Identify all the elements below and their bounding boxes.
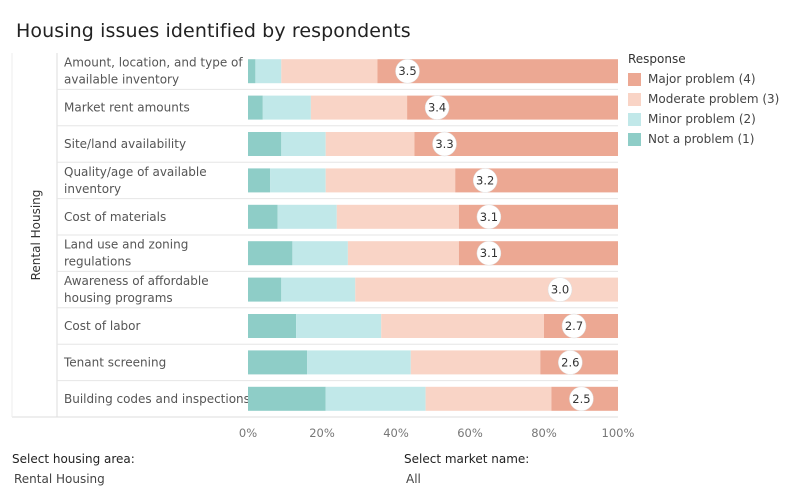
bar-segment (381, 314, 544, 338)
bar-segment (248, 204, 278, 229)
legend-swatch (628, 72, 641, 86)
housing-area-filter-label: Select housing area: (12, 452, 135, 466)
mean-label-circle (476, 240, 502, 266)
bar-segment (262, 95, 311, 120)
bar-segment (281, 59, 378, 84)
bar-segment (248, 314, 297, 338)
bar-segment (248, 59, 256, 84)
mean-label-circle (424, 95, 450, 120)
x-tick-label: 20% (309, 426, 335, 440)
x-tick-label: 80% (531, 426, 557, 440)
bar-segment (248, 386, 326, 411)
x-tick-label: 100% (602, 426, 635, 440)
mean-label-circle (558, 350, 583, 375)
mean-label-circle (432, 131, 457, 157)
bar-segment (355, 277, 618, 302)
stacked-bar-chart: Rental Housing 0% 20% 40% 60% 80% 100% Amount, … (11, 53, 635, 440)
y-axis-label: Rental Housing (29, 190, 43, 281)
bar-segment (281, 132, 326, 156)
bar-segment (325, 168, 456, 193)
legend-label: Moderate problem (3) (648, 92, 780, 106)
category-label: Cost of labor (64, 319, 141, 333)
legend-swatch (628, 92, 641, 106)
category-label: inventory (64, 182, 121, 196)
legend-label: Major problem (4) (648, 72, 756, 86)
bar-segment (248, 277, 282, 302)
category-label: Land use and zoning (64, 238, 188, 252)
mean-label: 2.7 (565, 319, 583, 333)
bar-segment (307, 350, 411, 375)
mean-label: 2.5 (572, 392, 590, 406)
category-label: Quality/age of available (64, 165, 207, 179)
bar-segment (248, 350, 308, 375)
category-label: available inventory (64, 73, 179, 87)
category-label: Tenant screening (63, 355, 166, 369)
bar-segment (292, 241, 348, 266)
mean-label-circle (476, 204, 502, 230)
x-tick-label: 60% (457, 426, 483, 440)
category-label: Awareness of affordable (64, 274, 209, 288)
mean-label: 3.1 (480, 210, 498, 224)
mean-label-circle (395, 58, 420, 84)
bar-segment (255, 59, 282, 84)
bar-segment (248, 241, 293, 266)
mean-label: 3.5 (398, 64, 416, 78)
mean-label: 3.3 (435, 137, 453, 151)
legend-item-minor[interactable]: Minor problem (2) (628, 109, 779, 129)
bar-segment (277, 204, 337, 229)
category-label: regulations (64, 255, 131, 269)
bar-segment (310, 95, 408, 120)
market-name-filter-value[interactable]: All (406, 472, 421, 486)
housing-area-filter[interactable]: Select housing area: Rental Housing (12, 452, 135, 486)
bar-segment (377, 59, 618, 84)
bar-segment (347, 241, 459, 266)
legend-label: Minor problem (2) (648, 112, 756, 126)
bar-segment (325, 386, 426, 411)
market-name-filter-label: Select market name: (404, 452, 530, 466)
bar-segment (248, 95, 263, 120)
bar-segment (248, 168, 271, 193)
legend-swatch (628, 132, 641, 146)
mean-label-circle (547, 277, 573, 302)
bar-segment (270, 168, 326, 193)
legend-label: Not a problem (1) (648, 132, 755, 146)
legend: Response Major problem (4) Moderate prob… (628, 52, 779, 149)
market-name-filter[interactable]: Select market name: All (404, 452, 529, 486)
x-tick-label: 0% (239, 426, 257, 440)
mean-label: 3.0 (551, 283, 569, 297)
bar-segment (281, 277, 356, 302)
mean-label: 2.6 (561, 355, 579, 369)
mean-label: 3.2 (476, 173, 494, 187)
x-tick-label: 40% (383, 426, 409, 440)
housing-area-filter-value[interactable]: Rental Housing (14, 472, 105, 486)
bar-segment (296, 314, 382, 338)
bar-segment (325, 132, 415, 156)
bar-segment (248, 132, 282, 156)
bar-segment (410, 350, 541, 375)
mean-label: 3.1 (480, 246, 498, 260)
legend-item-major[interactable]: Major problem (4) (628, 69, 779, 89)
category-label: Building codes and inspections (64, 392, 250, 406)
category-label: Amount, location, and type of (64, 56, 243, 70)
legend-swatch (628, 112, 641, 126)
legend-title: Response (628, 52, 686, 66)
mean-label-circle (569, 386, 594, 412)
category-label: Cost of materials (64, 210, 166, 224)
chart-title: Housing issues identified by respondents (16, 20, 411, 42)
legend-item-moderate[interactable]: Moderate problem (3) (628, 89, 779, 109)
mean-label: 3.4 (428, 101, 446, 115)
mean-label-circle (561, 313, 587, 339)
category-label: Market rent amounts (64, 101, 190, 115)
bar-segment (425, 386, 552, 411)
category-label: housing programs (64, 291, 173, 305)
category-label: Site/land availability (64, 137, 186, 151)
bar-segment (336, 204, 459, 229)
mean-label-circle (472, 168, 498, 193)
legend-item-not-a-problem[interactable]: Not a problem (1) (628, 129, 779, 149)
